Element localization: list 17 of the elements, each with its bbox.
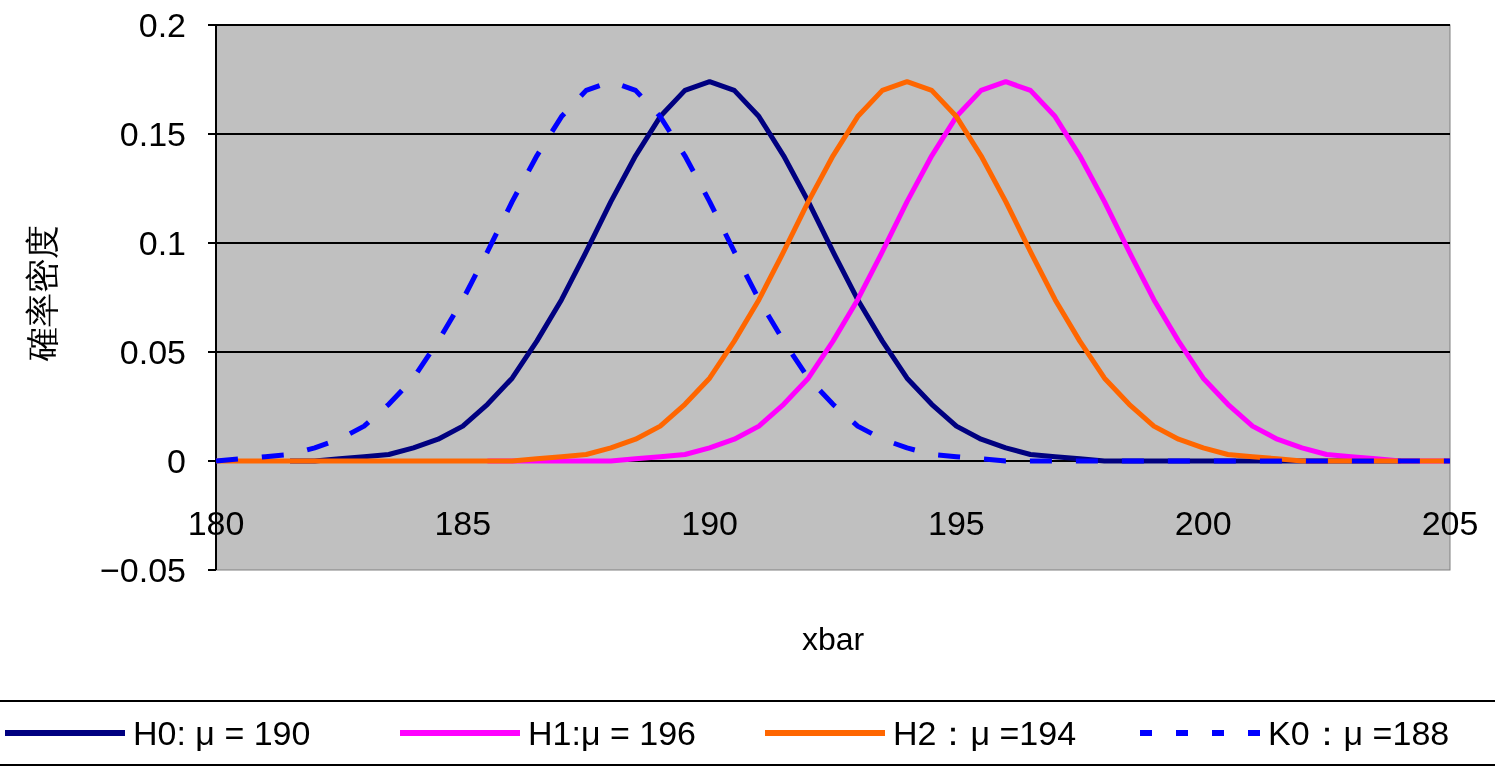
y-tick-label: 0.2 xyxy=(138,6,186,44)
x-tick-label: 205 xyxy=(1421,504,1479,542)
legend-label: H1:μ = 196 xyxy=(528,714,696,752)
x-tick-label: 185 xyxy=(434,504,492,542)
x-tick-label: 195 xyxy=(928,504,985,542)
y-tick-label: 0.1 xyxy=(138,224,186,262)
legend-label: H2：μ =194 xyxy=(893,714,1077,752)
legend-label: K0：μ =188 xyxy=(1268,714,1450,752)
x-axis-title: xbar xyxy=(801,621,865,657)
x-tick-label: 200 xyxy=(1174,504,1232,542)
y-tick-label: 0 xyxy=(167,442,186,480)
x-tick-label: 190 xyxy=(681,504,738,542)
y-tick-label: 0.05 xyxy=(119,333,186,371)
y-axis-title: 確率密度 xyxy=(23,224,61,362)
y-tick-label: 0.15 xyxy=(119,115,186,153)
y-tick-label: −0.05 xyxy=(99,551,186,589)
legend-label: H0: μ = 190 xyxy=(133,714,311,752)
